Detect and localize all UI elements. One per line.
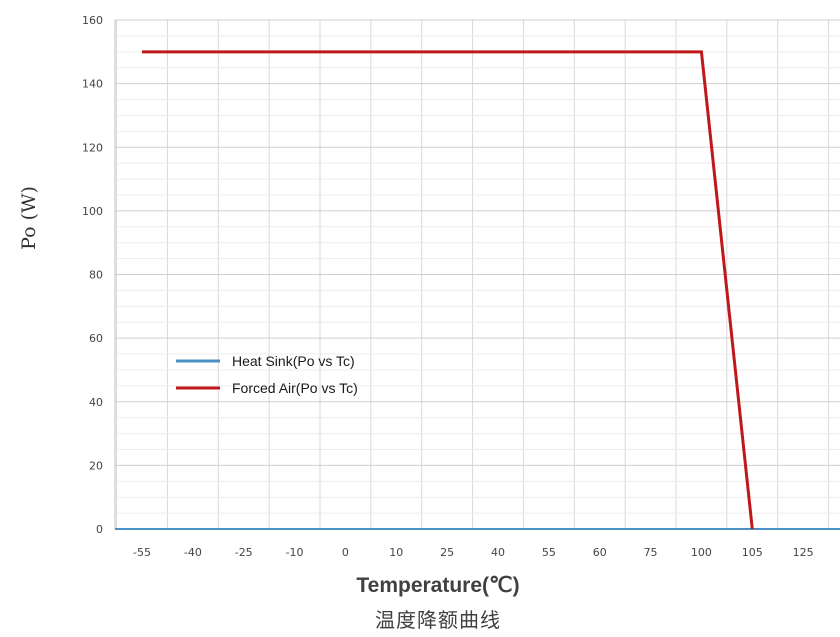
x-axis-label: Temperature(℃) <box>356 574 519 597</box>
y-tick-label: 140 <box>82 78 103 91</box>
y-tick-label: 120 <box>82 141 103 154</box>
y-tick-label: 160 <box>82 14 103 27</box>
y-axis-label: Po (W) <box>18 186 40 250</box>
x-tick-label: 100 <box>691 546 712 559</box>
x-tick-label: 10 <box>389 546 403 559</box>
x-tick-label: 40 <box>491 546 505 559</box>
x-tick-label: -55 <box>133 546 151 559</box>
legend-label-forced-air: Forced Air(Po vs Tc) <box>232 380 358 396</box>
legend-label-heat-sink: Heat Sink(Po vs Tc) <box>232 353 355 369</box>
x-tick-label: 125 <box>793 546 814 559</box>
x-tick-label: -40 <box>184 546 202 559</box>
chart-legend: Heat Sink(Po vs Tc) Forced Air(Po vs Tc) <box>176 353 358 396</box>
x-tick-label: 60 <box>593 546 607 559</box>
chart-grid <box>115 19 840 530</box>
y-tick-label: 20 <box>89 459 103 472</box>
chart-axes <box>114 20 840 530</box>
series-line-1 <box>142 50 754 530</box>
x-tick-labels: -55 -40 -25 -10 0 10 25 40 55 60 75 100 105 125 <box>133 546 814 559</box>
x-tick-label: 105 <box>742 546 763 559</box>
y-tick-label: 80 <box>89 269 103 282</box>
y-tick-label: 40 <box>89 396 103 409</box>
y-tick-labels: 0 20 40 60 80 100 120 140 160 <box>82 14 103 536</box>
y-tick-label: 60 <box>89 332 103 345</box>
chart-series <box>142 50 754 530</box>
chart-subtitle: 温度降额曲线 <box>375 608 501 632</box>
x-tick-label: 75 <box>644 546 658 559</box>
y-tick-label: 100 <box>82 205 103 218</box>
y-tick-label: 0 <box>96 523 103 536</box>
x-tick-label: -10 <box>286 546 304 559</box>
x-tick-label: 0 <box>342 546 349 559</box>
x-tick-label: -25 <box>235 546 253 559</box>
x-tick-label: 25 <box>440 546 454 559</box>
x-tick-label: 55 <box>542 546 556 559</box>
